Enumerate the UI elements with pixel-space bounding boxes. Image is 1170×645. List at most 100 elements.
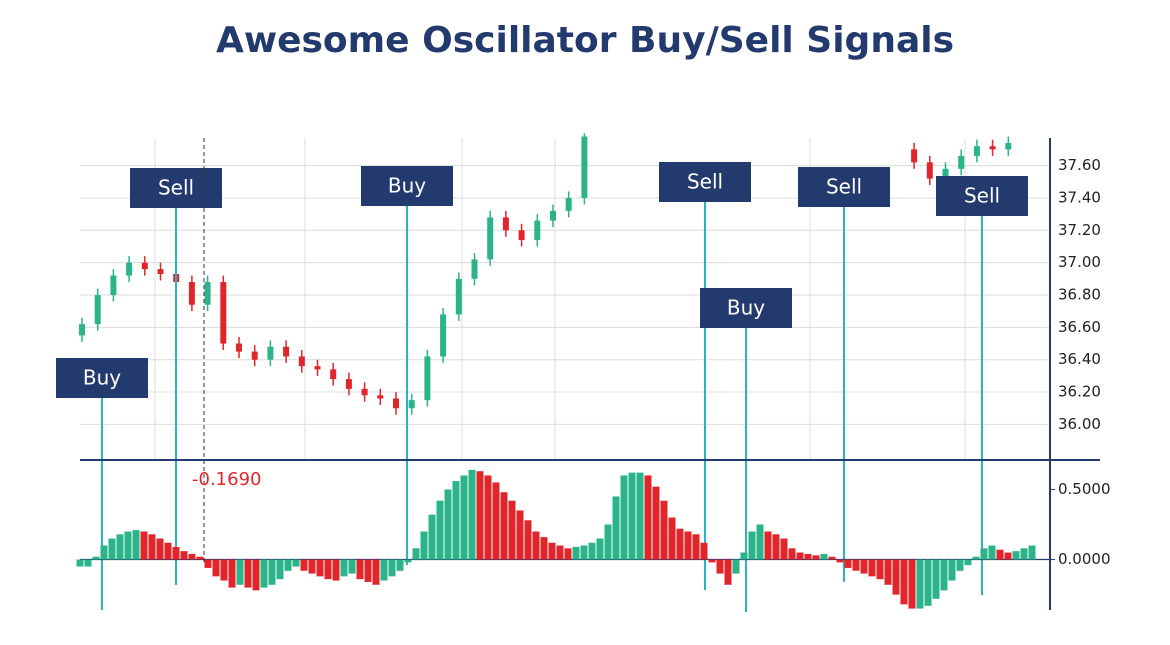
candle-body: [330, 369, 337, 380]
bar: [196, 556, 204, 560]
bar: [812, 555, 820, 560]
bar: [524, 520, 532, 560]
bar: [572, 546, 580, 560]
bar: [180, 551, 188, 560]
bar: [412, 548, 420, 560]
bar: [316, 559, 324, 577]
bar: [436, 500, 444, 560]
bar: [100, 545, 108, 560]
bar: [676, 528, 684, 560]
bar: [284, 559, 292, 571]
bar: [804, 553, 812, 560]
bar: [140, 531, 148, 560]
candle-body: [408, 400, 415, 409]
bar: [116, 534, 124, 560]
bar: [732, 559, 740, 574]
bar: [780, 538, 788, 560]
candle-body: [440, 314, 447, 357]
signal-label: Buy: [388, 174, 426, 198]
bar: [620, 475, 628, 560]
candle-body: [251, 351, 258, 360]
candle-body: [79, 324, 85, 336]
bar: [252, 559, 260, 591]
bar: [764, 531, 772, 560]
candle-body: [141, 262, 148, 270]
bar: [348, 559, 356, 574]
candle-body: [110, 275, 117, 295]
signal-box: [798, 167, 890, 207]
bar: [868, 559, 876, 577]
bar: [628, 472, 636, 560]
bar: [612, 496, 620, 560]
candle-body: [283, 346, 290, 357]
candle-body: [911, 149, 918, 163]
candle-body: [565, 197, 572, 211]
bar: [580, 545, 588, 560]
bar: [388, 559, 396, 577]
bar: [500, 492, 508, 560]
bar: [76, 559, 84, 567]
candle-body: [487, 217, 494, 260]
candle-body: [188, 282, 195, 305]
bar: [508, 500, 516, 560]
signal-box: [700, 288, 792, 328]
signal-label: Sell: [826, 175, 862, 199]
bar: [276, 559, 284, 580]
bar: [540, 537, 548, 560]
y-tick-label: 36.60: [1058, 318, 1101, 336]
bar: [484, 475, 492, 560]
signal-label: Buy: [83, 366, 121, 390]
bar: [476, 471, 484, 560]
chart-title: Awesome Oscillator Buy/Sell Signals: [216, 20, 954, 61]
bar: [708, 559, 716, 563]
bar: [604, 524, 612, 560]
bar: [308, 559, 316, 574]
bar: [876, 559, 884, 580]
bar: [356, 559, 364, 580]
y-tick-label: 0.5000: [1058, 480, 1111, 498]
candle-body: [393, 398, 399, 409]
bar: [588, 542, 596, 560]
bar: [92, 556, 100, 560]
signal-box: [659, 162, 751, 202]
bar: [980, 548, 988, 560]
bar: [188, 553, 196, 560]
candle-body: [973, 146, 980, 156]
candle-body: [502, 217, 509, 231]
bar: [684, 531, 692, 560]
y-tick-label: 36.20: [1058, 383, 1101, 401]
bar: [268, 559, 276, 585]
bar: [452, 481, 460, 560]
candle-body: [958, 155, 965, 169]
bar: [852, 559, 860, 571]
candle-body: [424, 356, 431, 401]
bar: [820, 553, 828, 560]
bar: [404, 559, 412, 563]
bar: [260, 559, 268, 588]
bar: [220, 559, 228, 581]
bar: [324, 559, 332, 580]
bar: [652, 486, 660, 560]
bar: [156, 538, 164, 560]
bar: [884, 559, 892, 585]
candle-body: [471, 259, 478, 279]
bar: [124, 531, 132, 560]
candle-body: [1005, 142, 1012, 150]
bar: [300, 559, 308, 571]
bar: [492, 482, 500, 560]
y-tick-label: 0.0000: [1058, 550, 1111, 568]
bar: [924, 559, 932, 606]
bar: [548, 542, 556, 560]
candle-body: [204, 282, 211, 305]
bar: [380, 559, 388, 581]
bar: [636, 472, 644, 560]
candle-body: [377, 395, 384, 399]
bar: [836, 559, 844, 563]
bar: [212, 559, 220, 577]
bar: [900, 559, 908, 605]
candle-body: [157, 269, 164, 274]
bar: [860, 559, 868, 574]
y-tick-label: 37.60: [1058, 156, 1101, 174]
signal-box: [56, 358, 148, 398]
